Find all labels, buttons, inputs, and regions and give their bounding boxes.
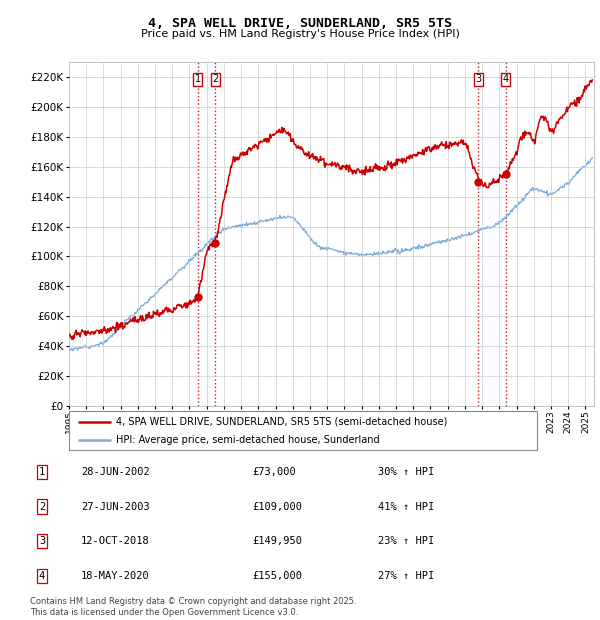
Text: 23% ↑ HPI: 23% ↑ HPI	[378, 536, 434, 546]
Text: 3: 3	[475, 74, 481, 84]
Text: Price paid vs. HM Land Registry's House Price Index (HPI): Price paid vs. HM Land Registry's House …	[140, 29, 460, 39]
Text: 1: 1	[195, 74, 201, 84]
Text: Contains HM Land Registry data © Crown copyright and database right 2025.
This d: Contains HM Land Registry data © Crown c…	[30, 598, 356, 617]
Text: HPI: Average price, semi-detached house, Sunderland: HPI: Average price, semi-detached house,…	[116, 435, 379, 445]
Text: 28-JUN-2002: 28-JUN-2002	[81, 467, 150, 477]
Text: £155,000: £155,000	[252, 571, 302, 581]
Text: 1: 1	[39, 467, 45, 477]
Text: 30% ↑ HPI: 30% ↑ HPI	[378, 467, 434, 477]
Text: 4: 4	[39, 571, 45, 581]
Bar	[198, 62, 215, 406]
Text: 4: 4	[503, 74, 509, 84]
Text: 27-JUN-2003: 27-JUN-2003	[81, 502, 150, 512]
FancyBboxPatch shape	[69, 411, 537, 449]
Text: 4, SPA WELL DRIVE, SUNDERLAND, SR5 5TS (semi-detached house): 4, SPA WELL DRIVE, SUNDERLAND, SR5 5TS (…	[116, 417, 447, 427]
Text: 3: 3	[39, 536, 45, 546]
Text: 12-OCT-2018: 12-OCT-2018	[81, 536, 150, 546]
Text: 2: 2	[39, 502, 45, 512]
Bar	[478, 62, 506, 406]
Text: £73,000: £73,000	[252, 467, 296, 477]
Text: £149,950: £149,950	[252, 536, 302, 546]
Text: 27% ↑ HPI: 27% ↑ HPI	[378, 571, 434, 581]
Text: 18-MAY-2020: 18-MAY-2020	[81, 571, 150, 581]
Text: 41% ↑ HPI: 41% ↑ HPI	[378, 502, 434, 512]
Text: £109,000: £109,000	[252, 502, 302, 512]
Text: 2: 2	[212, 74, 218, 84]
Text: 4, SPA WELL DRIVE, SUNDERLAND, SR5 5TS: 4, SPA WELL DRIVE, SUNDERLAND, SR5 5TS	[148, 17, 452, 30]
